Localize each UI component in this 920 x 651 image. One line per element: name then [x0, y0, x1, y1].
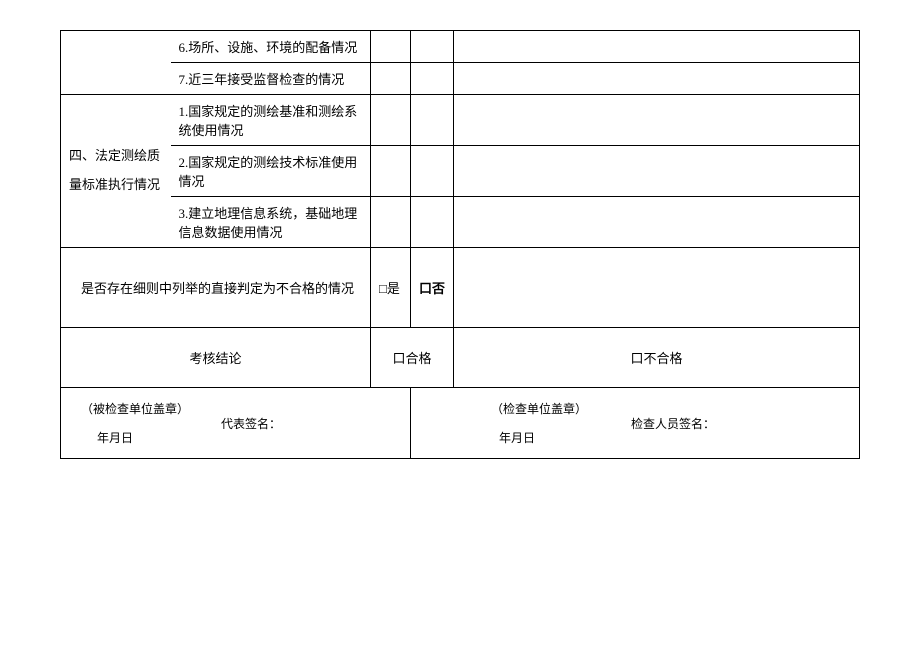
conclusion-pass: 口合格 — [371, 328, 454, 388]
check-unit-seal: （检查单位盖章） — [491, 400, 631, 417]
table-row: 6.场所、设施、环境的配备情况 — [61, 31, 860, 63]
question-no: 口否 — [411, 248, 454, 328]
remark-cell — [454, 63, 860, 95]
section-cell-empty — [61, 31, 171, 95]
item-cell: 7.近三年接受监督检查的情况 — [171, 63, 371, 95]
table-row: 四、法定测绘质量标准执行情况 1.国家规定的测绘基准和测绘系统使用情况 — [61, 95, 860, 146]
question-text: 是否存在细则中列举的直接判定为不合格的情况 — [61, 248, 371, 328]
item-cell: 2.国家规定的测绘技术标准使用情况 — [171, 146, 371, 197]
no-cell — [411, 63, 454, 95]
item-cell: 6.场所、设施、环境的配备情况 — [171, 31, 371, 63]
checked-unit-seal: （被检查单位盖章） — [81, 400, 221, 417]
table-row: 7.近三年接受监督检查的情况 — [61, 63, 860, 95]
no-cell — [411, 31, 454, 63]
date-right: 年月日 — [491, 429, 631, 446]
signature-right-cell: （检查单位盖章） 年月日 检查人员签名： — [411, 388, 860, 459]
remark-cell — [454, 146, 860, 197]
item-cell: 3.建立地理信息系统，基础地理信息数据使用情况 — [171, 197, 371, 248]
table-row: 3.建立地理信息系统，基础地理信息数据使用情况 — [61, 197, 860, 248]
remark-cell — [454, 248, 860, 328]
signature-left-cell: （被检查单位盖章） 年月日 代表签名： — [61, 388, 411, 459]
no-cell — [411, 197, 454, 248]
table-row: 2.国家规定的测绘技术标准使用情况 — [61, 146, 860, 197]
conclusion-label: 考核结论 — [61, 328, 371, 388]
signature-row: （被检查单位盖章） 年月日 代表签名： （检查单位盖章） 年月日 检查人员签名： — [61, 388, 860, 459]
no-cell — [411, 95, 454, 146]
yes-cell — [371, 63, 411, 95]
conclusion-fail: 口不合格 — [454, 328, 860, 388]
remark-cell — [454, 95, 860, 146]
no-cell — [411, 146, 454, 197]
yes-cell — [371, 146, 411, 197]
conclusion-row: 考核结论 口合格 口不合格 — [61, 328, 860, 388]
date-left: 年月日 — [81, 429, 221, 446]
question-yes: □是 — [371, 248, 411, 328]
inspector-sign: 检查人员签名： — [631, 415, 751, 432]
yes-cell — [371, 95, 411, 146]
item-cell: 1.国家规定的测绘基准和测绘系统使用情况 — [171, 95, 371, 146]
question-row: 是否存在细则中列举的直接判定为不合格的情况 □是 口否 — [61, 248, 860, 328]
yes-cell — [371, 197, 411, 248]
inspection-table: 6.场所、设施、环境的配备情况 7.近三年接受监督检查的情况 四、法定测绘质量标… — [60, 30, 860, 459]
remark-cell — [454, 197, 860, 248]
yes-cell — [371, 31, 411, 63]
remark-cell — [454, 31, 860, 63]
section-title: 四、法定测绘质量标准执行情况 — [61, 95, 171, 248]
rep-sign: 代表签名： — [221, 415, 341, 432]
